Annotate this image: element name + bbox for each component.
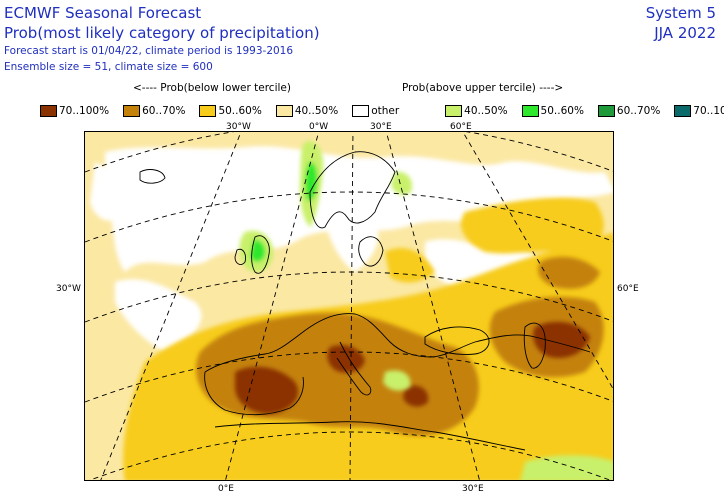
above-40-50-region-finland: [391, 171, 413, 195]
legend-item-below-60-70: 60..70%: [123, 105, 185, 117]
above-40-50-region-southeast: [520, 455, 613, 480]
ensemble-info: Ensemble size = 51, climate size = 600: [4, 61, 213, 73]
above-50-60-region-british-isles: [250, 239, 266, 262]
legend-swatch: [445, 105, 463, 117]
meridian-30e: [385, 132, 480, 480]
left-lon-label: 30°W: [56, 284, 81, 294]
parallel-40n: [85, 351, 613, 403]
legend: 70..100% 60..70% 50..60% 40..50% other 4…: [40, 104, 724, 118]
below-70-100-regions: [235, 321, 590, 414]
coastline-baltic: [358, 236, 384, 267]
top-lon-label-30e: 30°E: [370, 122, 392, 132]
legend-swatch: [674, 105, 692, 117]
legend-swatch: [521, 105, 539, 117]
below-50-60-region-east: [461, 197, 604, 254]
bottom-lon-label-30e: 30°E: [462, 484, 484, 494]
legend-label: 50..60%: [218, 105, 262, 117]
bottom-lon-label-0e: 0°E: [218, 484, 234, 494]
legend-below-caption: <---- Prob(below lower tercile): [133, 82, 291, 94]
parallel-30n: [89, 431, 611, 480]
top-lon-label-60e: 60°E: [450, 122, 472, 132]
legend-swatch: [597, 105, 615, 117]
above-regions: [239, 141, 613, 480]
season-label: JJA 2022: [654, 24, 716, 42]
legend-label: 40..50%: [464, 105, 508, 117]
map-panel: [84, 131, 614, 481]
graticule: [85, 132, 613, 480]
below-60-70-region-east: [538, 256, 600, 289]
legend-label: 70..100%: [59, 105, 110, 117]
legend-label: other: [371, 105, 400, 117]
legend-label: 70..100%: [693, 105, 724, 117]
below-70-100-region-caspian: [533, 321, 590, 358]
legend-swatch: [352, 105, 370, 117]
top-lon-label-30w: 30°W: [226, 122, 251, 132]
meridian-60e: [462, 132, 613, 390]
coastline-caspian-sea: [523, 322, 546, 369]
legend-item-other: other: [352, 105, 399, 117]
below-70-100-region-italy: [327, 345, 365, 373]
coastline-north-africa: [214, 421, 526, 451]
legend-item-above-60-70: 60..70%: [597, 105, 661, 117]
meridian-30w: [100, 132, 242, 480]
legend-item-above-40-50: 40..50%: [445, 105, 508, 117]
right-lon-label: 60°E: [617, 284, 639, 294]
coastline-black-sea: [424, 326, 490, 355]
system-label: System 5: [645, 4, 716, 22]
coastline-iceland: [139, 169, 166, 184]
legend-item-below-40-50: 40..50%: [275, 105, 339, 117]
chart-title: ECMWF Seasonal Forecast: [4, 4, 202, 22]
forecast-info: Forecast start is 01/04/22, climate peri…: [4, 45, 294, 57]
below-70-100-region-iberia: [235, 366, 299, 414]
legend-item-above-70-100: 70..100%: [674, 105, 724, 117]
legend-swatch: [275, 105, 293, 117]
coastline-scandinavia: [309, 151, 396, 229]
legend-item-above-50-60: 50..60%: [521, 105, 584, 117]
other-region-baltic: [325, 191, 379, 272]
legend-item-below-50-60: 50..60%: [199, 105, 262, 117]
above-40-50-region-balkans: [383, 370, 411, 391]
legend-label: 60..70%: [142, 105, 186, 117]
coastline-italy: [336, 341, 372, 396]
legend-swatch: [40, 105, 57, 117]
legend-item-below-70-100: 70..100%: [40, 105, 109, 117]
coastline-iberia: [204, 371, 304, 416]
parallel-50n: [85, 271, 613, 323]
precip-probability-map: [85, 132, 613, 480]
parallel-60n: [85, 191, 613, 243]
coastline-ireland: [234, 248, 246, 265]
legend-swatch: [199, 105, 217, 117]
legend-label: 40..50%: [294, 105, 339, 117]
legend-label: 60..70%: [616, 105, 661, 117]
below-70-100-region-greece: [403, 385, 429, 407]
legend-swatch: [123, 105, 141, 117]
meridian-0: [225, 132, 320, 480]
coastline-europe: [204, 313, 591, 373]
chart-subtitle: Prob(most likely category of precipitati…: [4, 24, 320, 42]
legend-above-caption: Prob(above upper tercile) ---->: [402, 82, 564, 94]
coastlines: [139, 151, 591, 451]
coastline-great-britain: [251, 235, 270, 274]
legend-label: 50..60%: [540, 105, 584, 117]
other-region-north-atlantic: [90, 162, 128, 221]
top-lon-label-0w: 0°W: [309, 122, 329, 132]
other-region-atlantic: [115, 279, 202, 352]
